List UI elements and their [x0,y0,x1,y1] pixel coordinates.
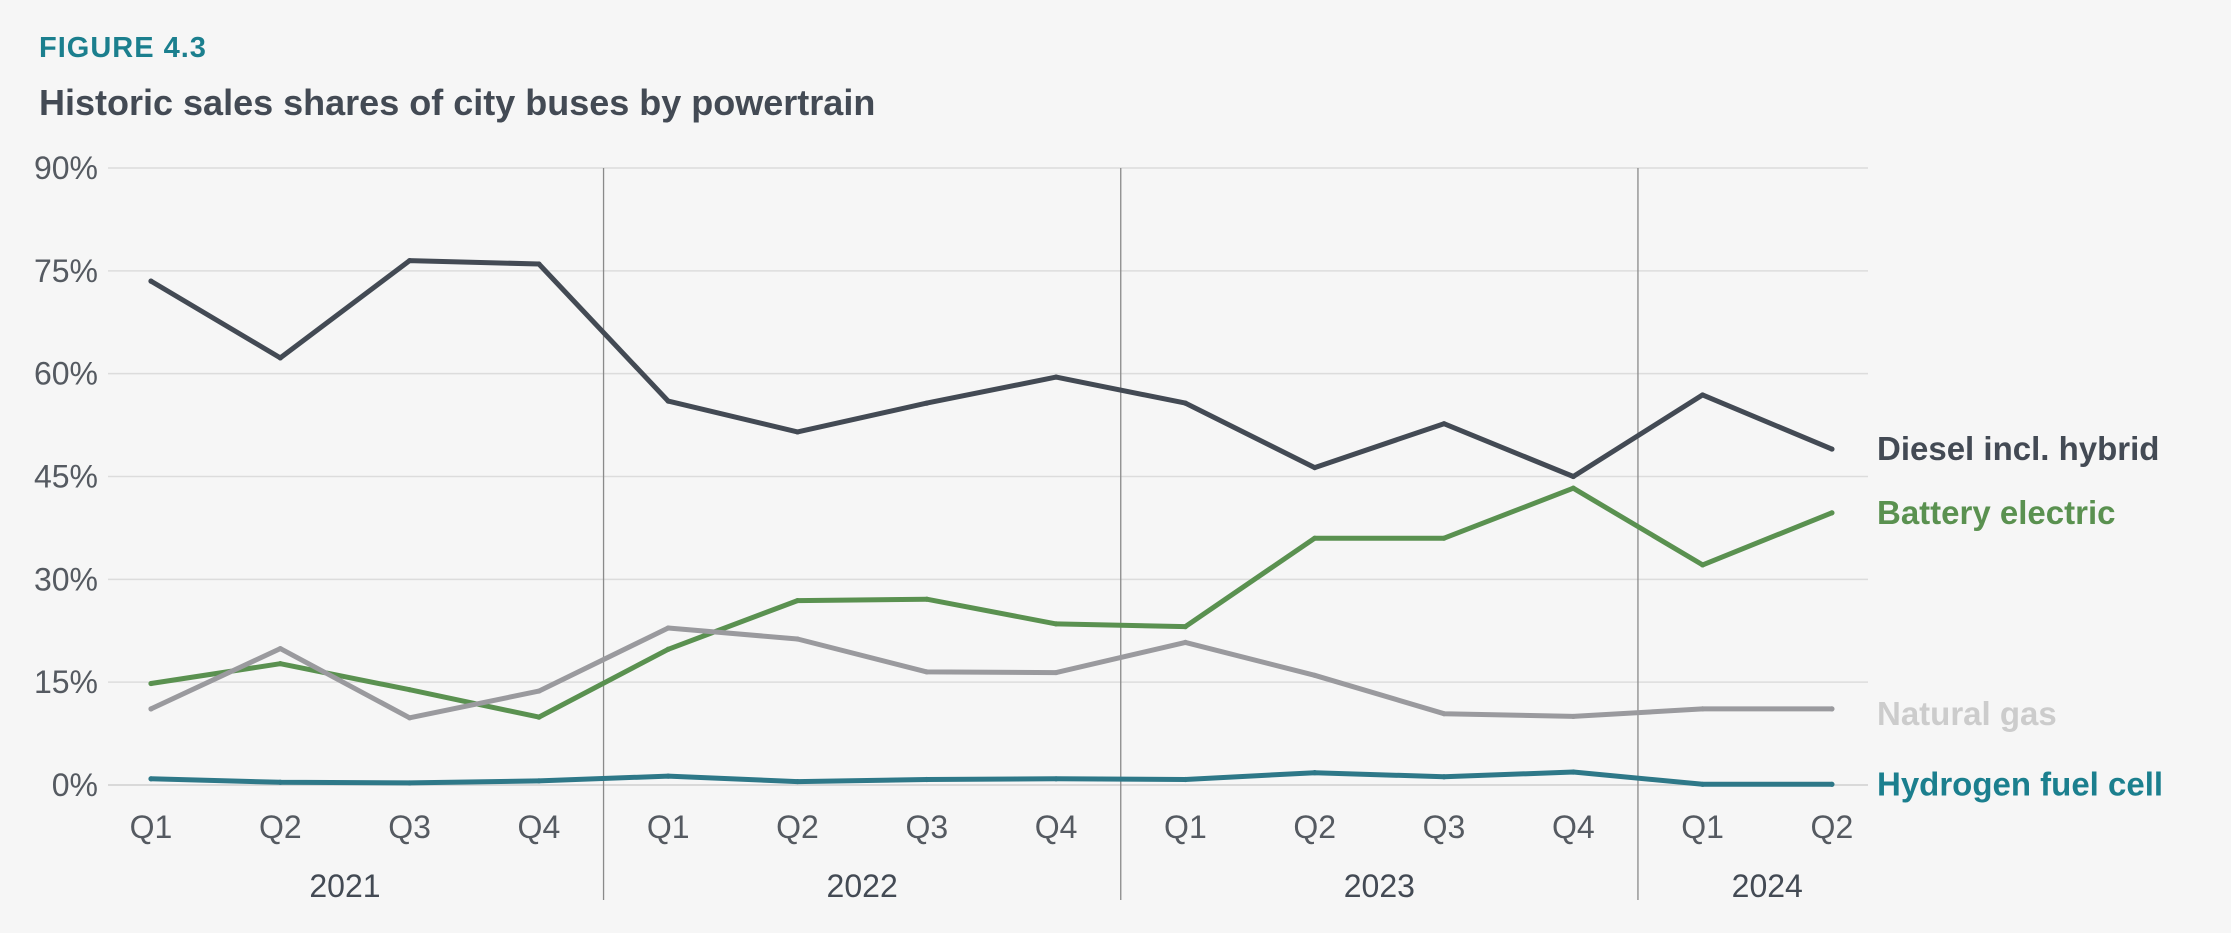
series-line-natural-gas [148,625,1835,721]
data-point [665,646,671,652]
data-point [407,780,413,786]
data-point [1441,421,1447,427]
data-point [1312,535,1318,541]
gridlines [108,167,1868,786]
data-point [1312,770,1318,776]
x-tick-label: Q4 [518,809,561,845]
data-point [1312,672,1318,678]
series-labels: Diesel incl. hybrid Battery electric Natur… [1877,430,2163,802]
data-point [407,687,413,693]
data-point [794,636,801,642]
y-tick-label: 45% [34,459,98,495]
data-point [1700,706,1706,712]
y-axis-ticks: 0% 15% 30% 45% 60% 75% 90% [34,150,98,803]
data-point [1700,392,1706,398]
series-label-natural-gas: Natural gas [1877,695,2057,732]
data-point [277,661,283,667]
data-point [1053,776,1059,782]
data-point [148,706,154,712]
data-point [148,680,154,687]
data-point [1053,621,1059,627]
data-point [1182,639,1188,646]
data-point [1182,400,1188,406]
data-point [1570,769,1576,775]
data-point [407,257,413,264]
data-point [665,773,671,779]
x-tick-label: Q1 [1681,809,1724,845]
data-point [1570,485,1576,491]
x-tick-label: Q3 [1423,809,1466,845]
x-tick-label: Q4 [1035,809,1078,845]
data-point [1700,781,1706,787]
year-label: 2021 [309,868,380,904]
data-point [794,778,801,785]
x-tick-label: Q1 [1164,809,1207,845]
figure-label: FIGURE 4.3 [39,32,207,64]
data-point [277,779,283,785]
data-point [536,688,542,694]
series-label-hydrogen-fuel-cell: Hydrogen fuel cell [1877,765,2163,802]
data-point [665,625,671,631]
x-axis-ticks: Q1 Q2 Q3 Q4 Q1 Q2 Q3 Q4 Q1 Q2 Q3 Q4 Q1 Q2 [130,809,1854,845]
data-point [1182,624,1188,630]
x-tick-label: Q3 [388,809,431,845]
x-tick-label: Q3 [905,809,948,845]
series-lines [148,257,1835,787]
x-tick-label: Q2 [1811,809,1854,845]
series-line-diesel-incl-hybrid [148,258,1835,479]
data-point [277,355,283,361]
data-point [1441,711,1447,717]
x-tick-label: Q1 [130,809,173,845]
data-point [1829,706,1835,712]
data-point [1441,535,1447,541]
x-tick-label: Q2 [1293,809,1336,845]
year-label: 2024 [1732,868,1803,904]
data-point [277,645,283,652]
series-label-battery-electric: Battery electric [1877,494,2115,531]
data-point [407,715,413,721]
data-point [536,778,542,784]
y-tick-label: 60% [34,356,98,392]
data-point [1312,464,1318,471]
year-label: 2022 [827,868,898,904]
series-line-hydrogen-fuel-cell [148,769,1835,787]
data-point [1829,510,1835,516]
y-tick-label: 90% [34,150,98,186]
x-tick-label: Q2 [776,809,819,845]
year-label: 2023 [1344,868,1415,904]
y-tick-label: 75% [34,253,98,289]
data-point [536,261,542,267]
data-point [924,669,930,675]
series-line-battery-electric [148,485,1835,720]
data-point [794,597,801,604]
series-label-diesel-incl-hybrid: Diesel incl. hybrid [1877,430,2159,467]
data-point [794,429,801,435]
data-point [148,278,154,284]
y-tick-label: 0% [52,767,98,803]
data-point [1829,446,1835,452]
data-point [148,776,154,782]
data-point [1700,562,1706,568]
data-point [1570,473,1576,480]
year-labels: 2021 2022 2023 2024 [309,868,1802,904]
data-point [924,400,930,406]
data-point [1441,774,1447,780]
x-tick-label: Q2 [259,809,302,845]
x-tick-label: Q4 [1552,809,1595,845]
x-tick-label: Q1 [647,809,690,845]
data-point [1182,776,1188,783]
data-point [665,398,671,404]
data-point [1053,374,1059,380]
data-point [1570,713,1576,720]
data-point [1829,781,1835,787]
data-point [924,776,930,783]
data-point [1053,669,1059,676]
data-point [924,596,930,602]
data-point [536,714,542,720]
y-tick-label: 30% [34,561,98,597]
chart-title: Historic sales shares of city buses by p… [39,82,876,123]
y-tick-label: 15% [34,664,98,700]
year-separators [602,168,1639,900]
